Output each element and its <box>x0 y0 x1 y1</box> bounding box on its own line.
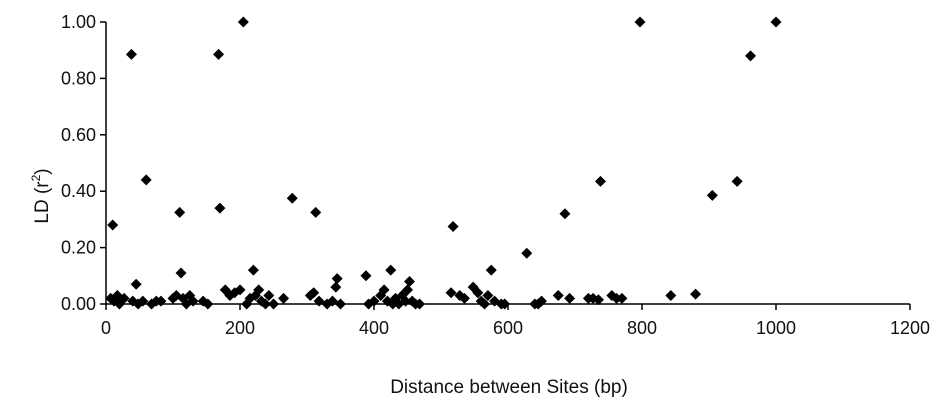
data-point <box>137 295 149 307</box>
data-point <box>237 16 249 28</box>
data-point <box>402 284 413 296</box>
data-point <box>330 281 342 293</box>
data-point <box>399 295 411 307</box>
data-point <box>310 206 322 218</box>
data-point <box>404 275 416 287</box>
y-tick-label: 0.80 <box>61 68 96 88</box>
data-point <box>706 189 718 201</box>
y-tick-label: 0.60 <box>61 125 96 145</box>
data-point <box>213 48 225 60</box>
plot-area: 0.00 0.20 0.40 0.60 0.80 1.00 0 200 400 600 800 100… <box>61 12 930 338</box>
data-point <box>140 174 152 186</box>
data-point <box>107 219 119 231</box>
data-point <box>247 264 259 276</box>
data-point <box>447 220 459 232</box>
y-tick-label: 1.00 <box>61 12 96 32</box>
data-point <box>378 284 390 296</box>
data-point <box>214 202 226 214</box>
data-point <box>559 208 571 220</box>
data-point <box>521 247 533 259</box>
data-point <box>485 264 497 276</box>
y-axis-title: LD (r2) <box>29 168 53 223</box>
x-tick-label: 200 <box>225 318 255 338</box>
x-tick-label: 1200 <box>890 318 930 338</box>
x-tick-label: 0 <box>101 318 111 338</box>
x-tick-label: 400 <box>359 318 389 338</box>
y-tick-label: 0.20 <box>61 238 96 258</box>
data-point <box>616 292 628 304</box>
data-point <box>536 295 547 307</box>
data-point <box>552 290 564 302</box>
data-point <box>731 175 743 187</box>
data-point <box>335 298 346 310</box>
data-point <box>253 284 265 296</box>
data-point <box>458 292 470 304</box>
data-point <box>308 287 320 299</box>
x-tick-label: 800 <box>627 318 657 338</box>
data-point <box>331 273 343 285</box>
data-point <box>130 278 142 290</box>
data-point <box>592 294 604 306</box>
data-point <box>770 16 782 28</box>
data-point <box>286 192 298 204</box>
y-tick-label: 0.40 <box>61 181 96 201</box>
data-point <box>125 48 137 60</box>
data-point <box>174 206 186 218</box>
data-point <box>175 267 187 279</box>
data-point <box>259 298 271 310</box>
data-point <box>385 264 397 276</box>
data-point <box>414 298 426 310</box>
data-point <box>634 16 646 28</box>
x-axis-title: Distance between Sites (bp) <box>390 377 628 398</box>
data-point <box>118 292 130 304</box>
data-point <box>155 295 167 307</box>
data-point <box>234 284 246 296</box>
data-point <box>368 295 380 307</box>
data-point <box>482 290 494 302</box>
data-point <box>202 298 214 310</box>
data-point <box>665 290 677 302</box>
data-point <box>745 50 757 62</box>
data-point <box>187 295 199 307</box>
data-point <box>278 292 290 304</box>
x-tick-label: 600 <box>493 318 523 338</box>
data-point <box>445 287 457 299</box>
data-point <box>564 292 576 304</box>
data-point <box>472 287 484 299</box>
data-point <box>594 175 606 187</box>
data-point <box>263 290 275 302</box>
data-point <box>690 288 702 300</box>
x-tick-label: 1000 <box>756 318 796 338</box>
data-point <box>499 298 511 310</box>
y-tick-label: 0.00 <box>61 294 96 314</box>
data-point <box>479 298 491 310</box>
data-point <box>360 270 372 282</box>
data-point <box>268 298 279 310</box>
